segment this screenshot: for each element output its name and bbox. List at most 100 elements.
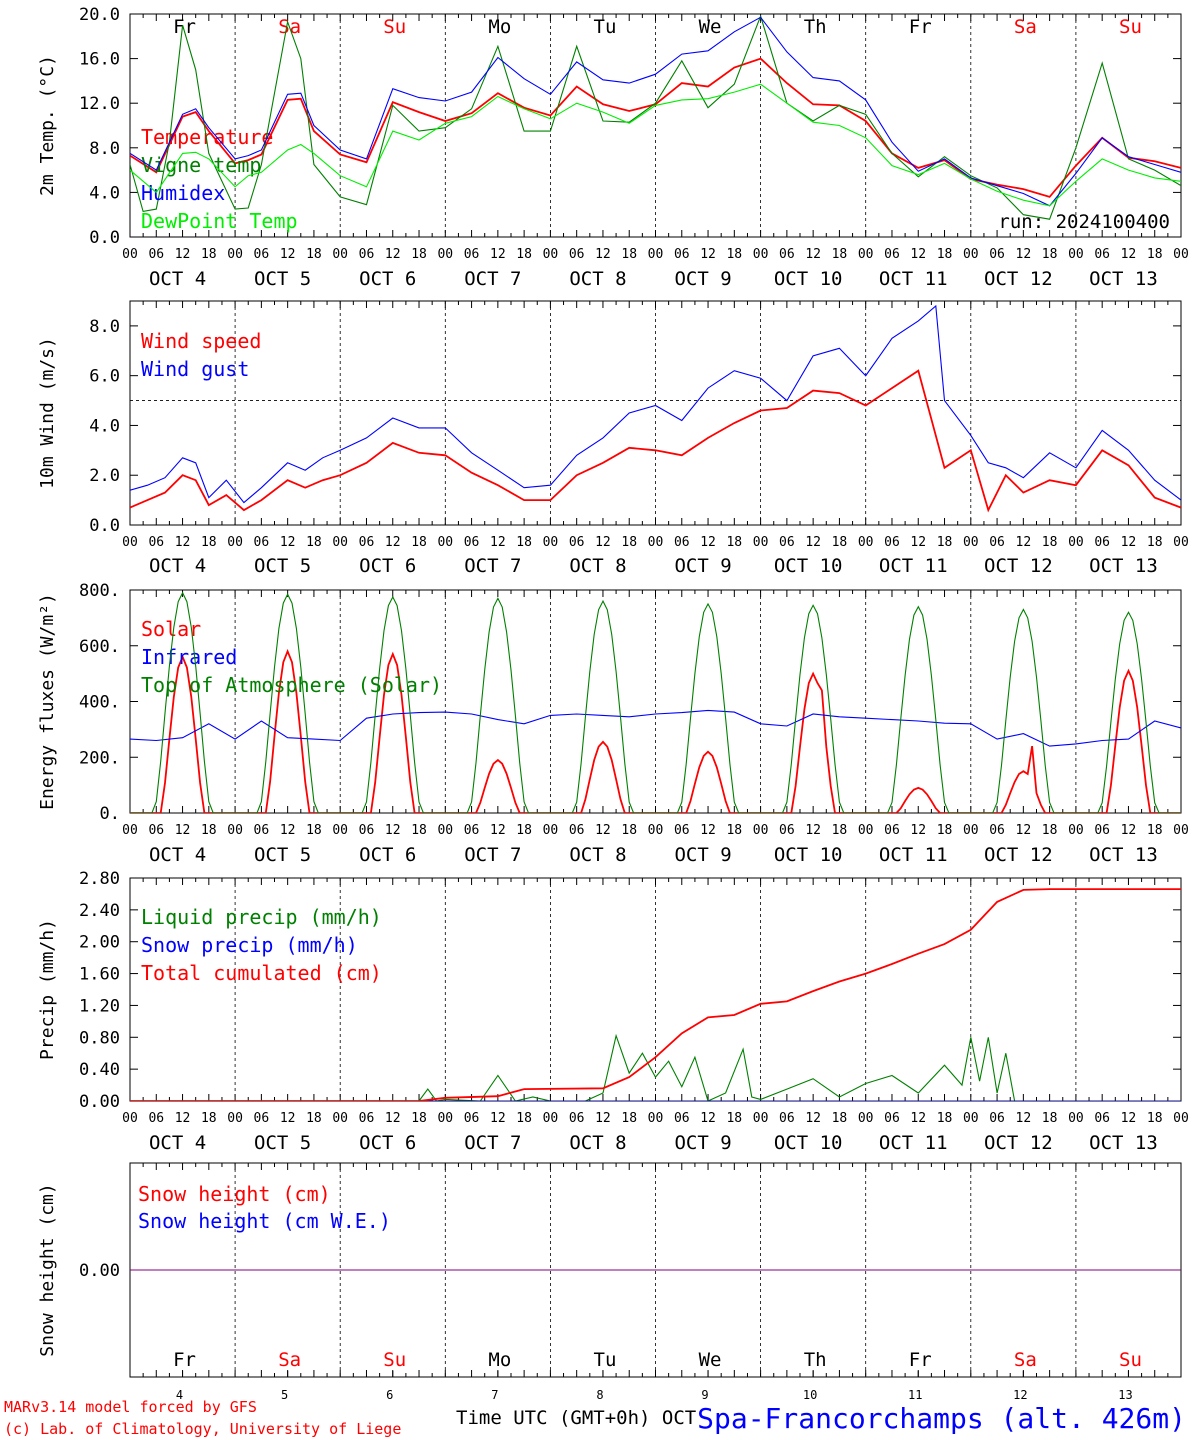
series-line-3 [130, 83, 1181, 207]
hour-tick-label: 00 [122, 1111, 138, 1126]
hour-tick-label: 00 [437, 823, 453, 838]
hour-tick-label: 00 [648, 823, 664, 838]
hour-tick-label: 00 [858, 1111, 874, 1126]
footer-copyright: (c) Lab. of Climatology, University of L… [4, 1420, 401, 1438]
hour-tick-label: 12 [175, 1111, 191, 1126]
date-label: OCT 11 [879, 268, 948, 290]
hour-tick-label: 12 [280, 823, 296, 838]
hour-tick-label: 00 [122, 823, 138, 838]
date-label: OCT 5 [254, 1132, 311, 1154]
hour-tick-label: 00 [753, 247, 769, 262]
date-label: OCT 10 [774, 844, 843, 866]
hour-tick-label: 00 [1173, 247, 1189, 262]
hour-tick-label: 06 [254, 535, 270, 550]
date-label: OCT 4 [149, 268, 206, 290]
hour-tick-label: 12 [595, 823, 611, 838]
day-number-label: 11 [908, 1388, 922, 1402]
hour-tick-label: 12 [1121, 1111, 1137, 1126]
y-tick-label: 0.0 [89, 228, 120, 248]
hour-tick-label: 00 [753, 1111, 769, 1126]
hour-tick-label: 00 [227, 1111, 243, 1126]
hour-tick-label: 06 [989, 823, 1005, 838]
legend-entry: Snow height (cm W.E.) [138, 1209, 391, 1233]
hour-tick-label: 00 [332, 1111, 348, 1126]
date-label: OCT 7 [464, 555, 521, 577]
date-label: OCT 6 [359, 844, 416, 866]
day-name-label: Fr [909, 1349, 932, 1371]
hour-tick-label: 12 [910, 823, 926, 838]
y-tick-label: 0.0 [89, 516, 120, 536]
hour-tick-label: 06 [148, 1111, 164, 1126]
y-tick-label: 0.00 [79, 1261, 120, 1281]
hour-tick-label: 06 [254, 823, 270, 838]
hour-tick-label: 00 [963, 535, 979, 550]
date-label: OCT 12 [984, 844, 1053, 866]
y-tick-label: 1.60 [79, 965, 120, 985]
hour-tick-label: 12 [910, 535, 926, 550]
hour-tick-label: 18 [306, 1111, 322, 1126]
hour-tick-label: 00 [753, 535, 769, 550]
day-name-label: Su [1119, 16, 1142, 38]
hour-tick-label: 12 [1016, 1111, 1032, 1126]
day-number-label: 12 [1013, 1388, 1027, 1402]
hour-tick-label: 06 [884, 1111, 900, 1126]
date-label: OCT 10 [774, 268, 843, 290]
hour-tick-label: 00 [122, 247, 138, 262]
y-tick-label: 6.0 [89, 367, 120, 387]
hour-tick-label: 12 [490, 535, 506, 550]
hour-tick-label: 06 [254, 247, 270, 262]
hour-tick-label: 06 [359, 823, 375, 838]
hour-tick-label: 00 [963, 823, 979, 838]
hour-tick-label: 12 [385, 247, 401, 262]
y-tick-label: 1.20 [79, 996, 120, 1016]
hour-tick-label: 00 [858, 823, 874, 838]
hour-tick-label: 00 [543, 535, 559, 550]
day-name-label: Fr [173, 1349, 196, 1371]
day-name-label: Fr [909, 16, 932, 38]
date-label: OCT 6 [359, 268, 416, 290]
y-tick-label: 0. [100, 804, 120, 824]
hour-tick-label: 12 [700, 247, 716, 262]
hour-tick-label: 06 [254, 1111, 270, 1126]
hour-tick-label: 06 [569, 535, 585, 550]
hour-tick-label: 18 [306, 535, 322, 550]
day-name-label: We [699, 16, 722, 38]
hour-tick-label: 00 [1068, 823, 1084, 838]
y-tick-label: 4.0 [89, 183, 120, 203]
hour-tick-label: 06 [674, 823, 690, 838]
day-name-label: Th [804, 1349, 827, 1371]
date-label: OCT 9 [674, 844, 731, 866]
hour-tick-label: 18 [306, 823, 322, 838]
legend-entry: Top of Atmosphere (Solar) [141, 673, 442, 697]
hour-tick-label: 12 [910, 1111, 926, 1126]
day-number-label: 8 [596, 1388, 603, 1402]
hour-tick-label: 12 [595, 535, 611, 550]
hour-tick-label: 06 [779, 1111, 795, 1126]
hour-tick-labels: 00 06 12 18 00 06 12 18 00 06 12 18 00 06 12 18 00 06 12 18… [122, 1111, 1189, 1126]
hour-tick-label: 00 [332, 247, 348, 262]
date-label: OCT 4 [149, 1132, 206, 1154]
hour-tick-label: 18 [411, 823, 427, 838]
hour-tick-label: 12 [700, 1111, 716, 1126]
series-line-1 [130, 709, 1181, 747]
hour-tick-label: 12 [175, 247, 191, 262]
y-tick-label: 2.80 [79, 869, 120, 889]
hour-tick-label: 06 [674, 247, 690, 262]
day-name-label: Mo [488, 1349, 511, 1371]
day-name-label: Su [1119, 1349, 1142, 1371]
hour-tick-label: 12 [805, 823, 821, 838]
date-label: OCT 6 [359, 555, 416, 577]
hour-tick-label: 06 [779, 823, 795, 838]
series-line-2 [130, 16, 1181, 207]
hour-tick-label: 12 [1016, 247, 1032, 262]
legend-entry: Wind gust [141, 357, 249, 381]
series-line-0 [130, 648, 1181, 813]
legend-entry: DewPoint Temp [141, 209, 298, 233]
hour-tick-label: 12 [1121, 823, 1137, 838]
day-number-label: 10 [803, 1388, 817, 1402]
hour-tick-label: 06 [464, 247, 480, 262]
series-line-0 [130, 369, 1181, 513]
hour-tick-label: 00 [227, 823, 243, 838]
legend-entry: Snow height (cm) [138, 1182, 331, 1206]
y-tick-label: 0.00 [79, 1092, 120, 1112]
